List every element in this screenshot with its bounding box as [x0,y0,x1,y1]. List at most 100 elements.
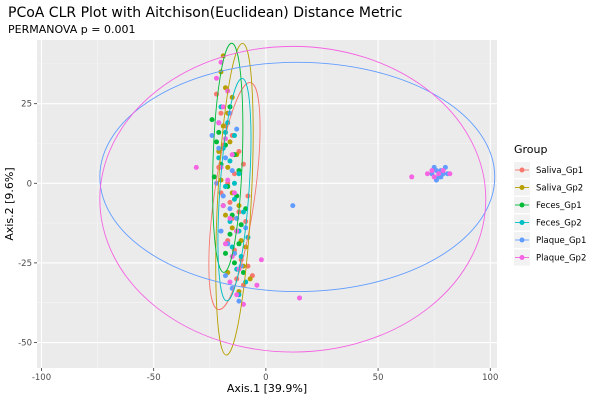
y-tick-label: -50 [18,339,32,349]
point-feces-gp2 [222,183,228,189]
point-plaque-gp2 [258,257,264,263]
point-feces-gp1 [231,260,237,266]
point-saliva-gp2 [236,203,242,209]
ellipse-plaque-gp2 [99,45,487,353]
legend-item-feces-gp2: Feces_Gp2 [514,214,582,231]
legend-key-point [519,255,525,260]
legend-item-feces-gp1: Feces_Gp1 [514,197,582,213]
point-feces-gp1 [216,129,222,135]
point-feces-gp1 [209,117,215,123]
point-plaque-gp1 [214,180,220,186]
point-plaque-gp1 [227,206,233,212]
x-axis-ticks: -100 -50 0 50 100 [32,368,498,383]
ellipse-saliva-gp2 [215,42,254,356]
point-saliva-gp2 [225,164,231,170]
point-feces-gp2 [240,209,246,215]
ellipses-layer [99,42,496,356]
point-feces-gp2 [227,158,233,164]
point-plaque-gp2 [227,215,233,221]
point-plaque-gp1 [218,228,224,234]
legend-item-plaque-gp2: Plaque_Gp2 [514,249,586,266]
point-plaque-gp2 [225,177,231,183]
points-layer [193,53,453,307]
x-tick-label: -100 [32,373,51,383]
point-feces-gp2 [231,196,237,202]
legend-key-point [519,202,525,208]
plot-panel [37,40,497,368]
y-axis-ticks: -50 -25 0 25 [18,100,37,349]
point-plaque-gp2 [424,171,430,177]
x-tick-label: 50 [373,373,384,383]
point-feces-gp1 [222,250,228,256]
point-saliva-gp2 [227,139,233,145]
point-saliva-gp1 [243,219,249,225]
point-feces-gp2 [236,171,242,177]
ellipse-saliva-gp1 [208,82,261,311]
legend-label: Plaque_Gp1 [536,236,586,246]
legend-label: Feces_Gp2 [536,219,582,229]
point-plaque-gp2 [222,241,228,247]
point-saliva-gp2 [218,177,224,183]
ellipse-feces-gp1 [212,42,244,273]
x-tick-label: 0 [263,373,268,383]
x-tick-label: 100 [482,373,498,383]
point-saliva-gp2 [247,276,253,282]
point-plaque-gp2 [234,292,240,298]
ellipse-feces-gp2 [217,78,252,302]
legend-key-point [519,237,525,243]
y-tick-label: 0 [27,179,32,189]
legend-key-point [519,185,525,190]
point-plaque-gp1 [234,126,240,132]
legend-label: Saliva_Gp1 [536,166,583,176]
point-feces-gp2 [231,133,237,139]
point-plaque-gp2 [240,301,246,307]
point-plaque-gp2 [447,171,453,177]
point-feces-gp2 [231,180,237,186]
point-plaque-gp1 [229,168,235,174]
point-plaque-gp1 [216,145,222,151]
y-tick-label: 25 [21,100,32,110]
point-plaque-gp2 [193,164,199,170]
point-feces-gp1 [238,222,244,228]
point-saliva-gp1 [245,193,251,199]
chart-subtitle: PERMANOVA p = 0.001 [8,23,135,36]
chart-title: PCoA CLR Plot with Aitchison(Euclidean) … [8,5,402,21]
y-tick-label: -25 [18,259,32,269]
point-plaque-gp2 [297,295,303,301]
grid-major [37,40,497,368]
point-plaque-gp1 [222,155,228,161]
point-plaque-gp2 [254,282,260,288]
point-plaque-gp1 [220,193,226,199]
y-axis-title: Axis.2 [9.6%] [3,167,16,240]
ellipse-plaque-gp1 [99,61,496,293]
point-plaque-gp2 [431,174,437,180]
legend: Group Saliva_Gp1 Saliva_Gp2 Feces_Gp1 Feces… [514,143,586,266]
point-plaque-gp2 [229,152,235,158]
point-feces-gp1 [227,231,233,237]
point-plaque-gp2 [231,190,237,196]
point-plaque-gp2 [227,279,233,285]
point-plaque-gp2 [436,171,442,177]
legend-key-point [519,220,525,225]
point-plaque-gp1 [209,133,215,139]
point-plaque-gp2 [409,174,415,180]
legend-item-saliva-gp1: Saliva_Gp1 [514,162,583,178]
point-saliva-gp2 [229,225,235,231]
legend-title: Group [514,143,548,156]
point-plaque-gp1 [290,203,296,209]
point-plaque-gp1 [222,273,228,279]
legend-label: Saliva_Gp2 [536,184,583,194]
point-saliva-gp2 [222,212,228,218]
point-feces-gp1 [240,269,246,275]
point-feces-gp1 [236,241,242,247]
point-plaque-gp2 [220,104,226,110]
x-tick-label: -50 [147,373,161,383]
point-saliva-gp1 [227,199,233,205]
legend-item-plaque-gp1: Plaque_Gp1 [514,232,586,248]
legend-item-saliva-gp2: Saliva_Gp2 [514,179,583,196]
point-plaque-gp1 [236,298,242,304]
point-plaque-gp2 [429,168,435,174]
point-feces-gp1 [214,139,220,145]
legend-key-point [519,167,525,173]
